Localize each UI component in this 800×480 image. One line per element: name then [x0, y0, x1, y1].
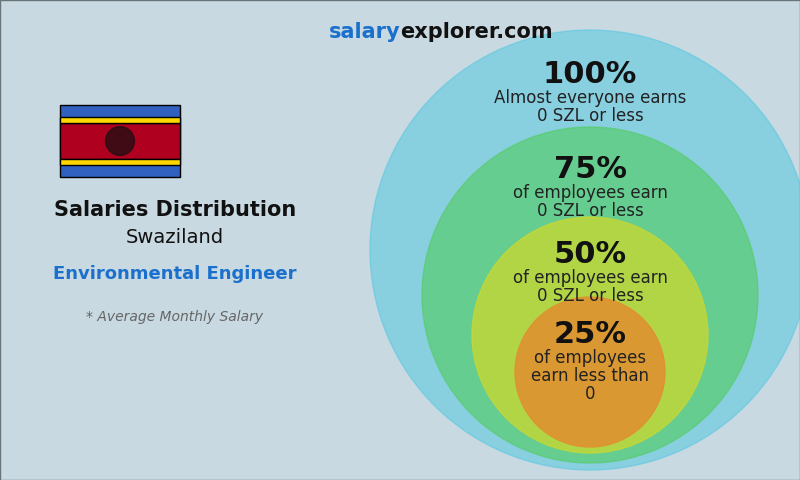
Text: salary: salary	[328, 22, 400, 42]
Text: 100%: 100%	[543, 60, 637, 89]
Text: Swaziland: Swaziland	[126, 228, 224, 247]
Text: 75%: 75%	[554, 155, 626, 184]
Text: 0: 0	[585, 384, 595, 403]
FancyBboxPatch shape	[60, 117, 180, 123]
Circle shape	[370, 30, 800, 470]
Text: 0 SZL or less: 0 SZL or less	[537, 107, 643, 125]
Circle shape	[472, 217, 708, 453]
Circle shape	[422, 127, 758, 463]
Text: 50%: 50%	[554, 240, 626, 269]
Text: Salaries Distribution: Salaries Distribution	[54, 200, 296, 220]
FancyBboxPatch shape	[60, 123, 180, 159]
Text: 0 SZL or less: 0 SZL or less	[537, 287, 643, 305]
Circle shape	[515, 297, 665, 447]
Text: of employees earn: of employees earn	[513, 269, 667, 287]
FancyBboxPatch shape	[60, 159, 180, 165]
Text: Almost everyone earns: Almost everyone earns	[494, 89, 686, 107]
Text: explorer.com: explorer.com	[400, 22, 553, 42]
FancyBboxPatch shape	[60, 105, 180, 177]
Text: of employees: of employees	[534, 348, 646, 367]
Text: earn less than: earn less than	[531, 367, 649, 384]
Text: * Average Monthly Salary: * Average Monthly Salary	[86, 310, 263, 324]
Text: of employees earn: of employees earn	[513, 184, 667, 202]
Text: Environmental Engineer: Environmental Engineer	[54, 265, 297, 283]
Circle shape	[106, 127, 134, 156]
Text: 0 SZL or less: 0 SZL or less	[537, 202, 643, 220]
Text: 25%: 25%	[554, 320, 626, 349]
